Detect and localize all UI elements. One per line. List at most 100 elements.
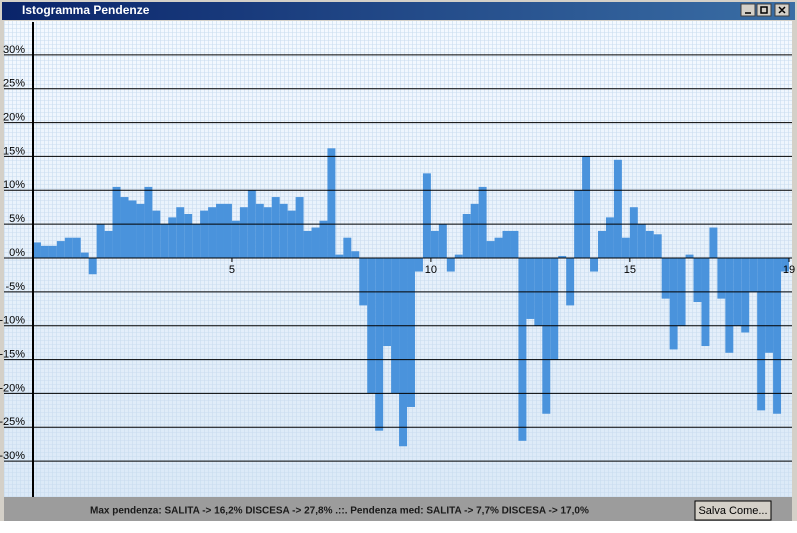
- bar: [231, 220, 240, 258]
- bar: [208, 207, 217, 258]
- bar: [216, 203, 224, 258]
- footer-bar: [4, 497, 792, 521]
- bar: [685, 254, 694, 258]
- bar: [72, 237, 81, 258]
- bar: [375, 258, 384, 431]
- bar: [279, 203, 288, 258]
- bar: [96, 224, 105, 258]
- y-tick-label: 25%: [3, 78, 25, 90]
- bar: [749, 258, 758, 292]
- bar: [192, 224, 201, 258]
- bar: [661, 258, 670, 299]
- bar: [239, 207, 248, 258]
- footer-summary: Max pendenza: SALITA -> 16,2% DISCESA ->…: [90, 506, 589, 517]
- bar: [526, 258, 535, 319]
- button-glyphs: [745, 6, 786, 14]
- bar: [88, 258, 97, 275]
- bar: [152, 210, 161, 258]
- bar: [319, 220, 328, 258]
- bar: [48, 245, 57, 258]
- window-buttons[interactable]: [740, 3, 790, 17]
- bar: [56, 241, 65, 258]
- bar: [200, 210, 209, 258]
- bar: [263, 207, 272, 258]
- bar: [741, 258, 750, 333]
- bar: [765, 258, 774, 353]
- bar: [160, 224, 169, 258]
- bar: [287, 210, 296, 258]
- bar: [486, 241, 495, 258]
- bar: [438, 224, 447, 258]
- bar: [351, 251, 360, 258]
- y-tick-label: -10%: [0, 315, 25, 327]
- bar: [478, 186, 487, 258]
- maximize-button[interactable]: [756, 3, 772, 17]
- bar: [582, 156, 591, 258]
- bar: [454, 254, 463, 258]
- bar: [335, 254, 344, 258]
- bar: [645, 230, 654, 258]
- bar: [781, 258, 789, 272]
- bar: [613, 159, 622, 258]
- bar: [598, 230, 606, 258]
- bar: [637, 224, 646, 258]
- bar: [399, 258, 408, 447]
- bar: [80, 252, 89, 258]
- bar: [462, 213, 471, 258]
- x-tick-label: 19: [783, 264, 795, 276]
- y-tick-label: 0%: [9, 247, 25, 259]
- bar: [255, 203, 264, 258]
- bar: [701, 258, 710, 347]
- y-tick-label: -25%: [0, 416, 25, 428]
- bar: [184, 213, 193, 258]
- bar: [271, 197, 280, 258]
- bar: [40, 245, 49, 258]
- plot: 30% 25% 20% 15% 10% 5% 0% -5% -10% -15% -20% -25% -3…: [0, 22, 795, 497]
- bar: [669, 258, 678, 350]
- bar: [566, 258, 575, 306]
- window-title: Istogramma Pendenze: [22, 3, 150, 17]
- bar: [653, 234, 662, 258]
- y-tick-label: -5%: [5, 281, 25, 293]
- save-button-face[interactable]: [694, 500, 772, 521]
- save-button[interactable]: Salva Come...: [694, 500, 772, 521]
- bar: [136, 203, 145, 258]
- bar: [725, 258, 734, 353]
- bar: [757, 258, 766, 411]
- bar: [494, 237, 503, 258]
- bar: [422, 173, 431, 258]
- bar: [709, 227, 718, 258]
- bar: [629, 207, 638, 258]
- save-button-label[interactable]: Salva Come...: [698, 505, 767, 517]
- y-tick-label: 30%: [3, 44, 25, 56]
- y-tick-label: 10%: [3, 179, 25, 191]
- x-tick-label: 5: [229, 264, 235, 276]
- y-tick-label: 5%: [9, 213, 25, 225]
- bar: [446, 258, 455, 272]
- y-tick-label: 20%: [3, 111, 25, 123]
- bar: [104, 230, 113, 258]
- bar: [590, 258, 599, 272]
- bar: [510, 230, 519, 258]
- bar: [430, 230, 439, 258]
- bar: [773, 258, 782, 414]
- x-tick-label: 15: [624, 264, 636, 276]
- bar: [33, 242, 41, 258]
- x-tick-label: 10: [425, 264, 437, 276]
- minimize-button[interactable]: [740, 3, 756, 17]
- y-tick-label: -15%: [0, 348, 25, 360]
- bar: [327, 148, 336, 258]
- bar: [359, 258, 368, 306]
- y-tick-label: -30%: [0, 450, 25, 462]
- bar: [128, 200, 137, 258]
- bar: [303, 230, 312, 258]
- bar: [518, 258, 527, 441]
- bar: [168, 217, 177, 258]
- bar: [176, 207, 185, 258]
- y-tick-label: -20%: [0, 382, 25, 394]
- bar: [502, 230, 511, 258]
- bar: [383, 258, 392, 347]
- bar: [64, 237, 73, 258]
- bar: [311, 227, 320, 258]
